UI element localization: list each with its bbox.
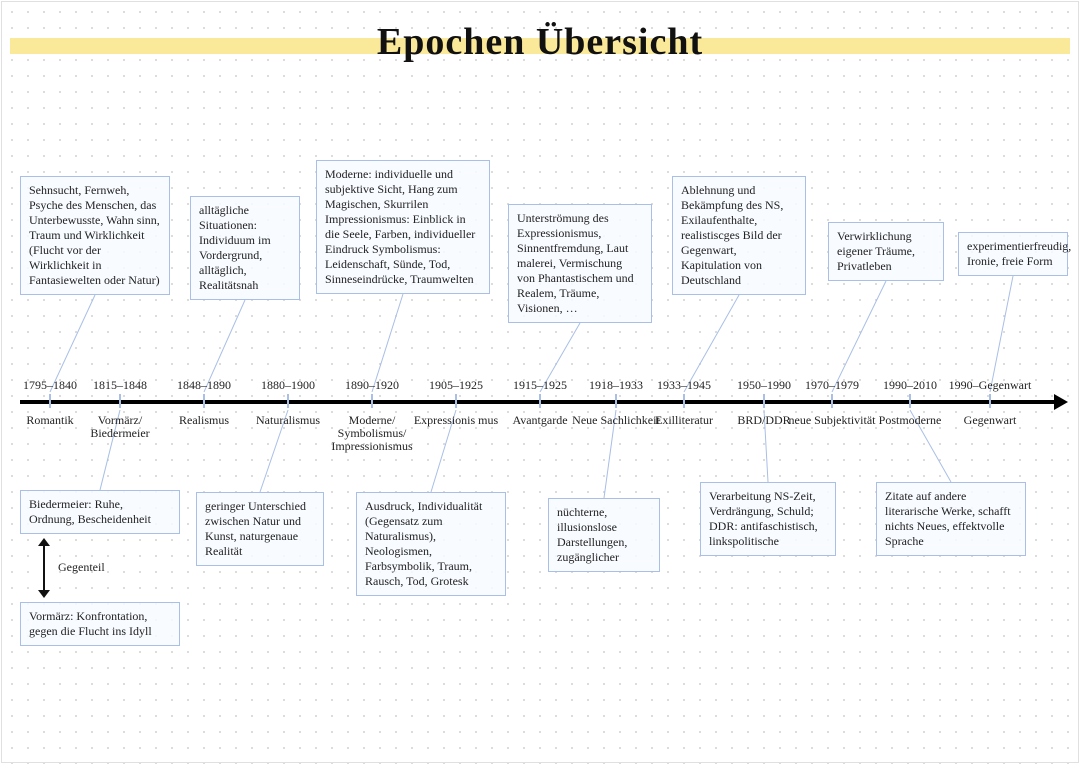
timeline-tick: [989, 394, 991, 408]
epoch-description-box: Zitate auf andere literarische Werke, sc…: [876, 482, 1026, 556]
epoch-description-box: Ablehnung und Bekämpfung des NS, Exilauf…: [672, 176, 806, 295]
tick-year: 1890–1920: [345, 378, 399, 393]
epoch-description-box: Ausdruck, Individualität (Gegensatz zum …: [356, 492, 506, 596]
tick-label: Vormärz/ Biedermeier: [75, 414, 165, 440]
tick-year: 1848–1890: [177, 378, 231, 393]
tick-year: 1815–1848: [93, 378, 147, 393]
tick-label: Gegenwart: [945, 414, 1035, 427]
tick-year: 1795–1840: [23, 378, 77, 393]
epoch-description-box: Verarbeitung NS-Zeit, Verdrängung, Schul…: [700, 482, 836, 556]
vormaerz-biedermeier-group: Biedermeier: Ruhe, Ordnung, Bescheidenhe…: [20, 490, 180, 646]
tick-year: 1950–1990: [737, 378, 791, 393]
tick-year: 1880–1900: [261, 378, 315, 393]
timeline-tick: [287, 394, 289, 408]
tick-year: 1905–1925: [429, 378, 483, 393]
tick-year: 1915–1925: [513, 378, 567, 393]
timeline-tick: [683, 394, 685, 408]
timeline-tick: [615, 394, 617, 408]
timeline-tick: [49, 394, 51, 408]
epoch-description-box: Moderne: individuelle und subjektive Sic…: [316, 160, 490, 294]
tick-year: 1990–2010: [883, 378, 937, 393]
tick-label: neue Subjektivität: [787, 414, 877, 427]
epoch-description-box: geringer Unterschied zwischen Natur und …: [196, 492, 324, 566]
timeline-tick: [763, 394, 765, 408]
tick-year: 1933–1945: [657, 378, 711, 393]
timeline-tick: [203, 394, 205, 408]
gegenteil-label: Gegenteil: [58, 560, 105, 575]
timeline-tick: [455, 394, 457, 408]
epoch-description-box: Unterströmung des Expressionismus, Sinne…: [508, 204, 652, 323]
tick-label: Exilliteratur: [639, 414, 729, 427]
epoch-description-box: nüchterne, illusionslose Darstellungen, …: [548, 498, 660, 572]
vormaerz-box: Vormärz: Konfrontation, gegen die Flucht…: [20, 602, 180, 646]
tick-label: Naturalismus: [243, 414, 333, 427]
tick-year: 1970–1979: [805, 378, 859, 393]
timeline-tick: [539, 394, 541, 408]
page-title: Epochen Übersicht: [0, 20, 1080, 64]
tick-label: Postmoderne: [865, 414, 955, 427]
epoch-description-box: alltägliche Situationen: Individuum im V…: [190, 196, 300, 300]
biedermeier-box: Biedermeier: Ruhe, Ordnung, Bescheidenhe…: [20, 490, 180, 534]
timeline-tick: [909, 394, 911, 408]
tick-label: Moderne/ Symbolismus/ Impressionismus: [327, 414, 417, 454]
epoch-description-box: Sehnsucht, Fernweh, Psyche des Menschen,…: [20, 176, 170, 295]
tick-year: 1990–Gegenwart: [949, 378, 1032, 393]
epoch-description-box: Verwirklichung eigener Träume, Privatleb…: [828, 222, 944, 281]
timeline-tick: [371, 394, 373, 408]
epoch-description-box: experimentierfreudig, Ironie, freie Form: [958, 232, 1068, 276]
timeline-tick: [119, 394, 121, 408]
tick-label: Expressionis mus: [411, 414, 501, 427]
tick-label: Realismus: [159, 414, 249, 427]
gegenteil-arrow: Gegenteil: [40, 538, 48, 598]
timeline-tick: [831, 394, 833, 408]
tick-year: 1918–1933: [589, 378, 643, 393]
